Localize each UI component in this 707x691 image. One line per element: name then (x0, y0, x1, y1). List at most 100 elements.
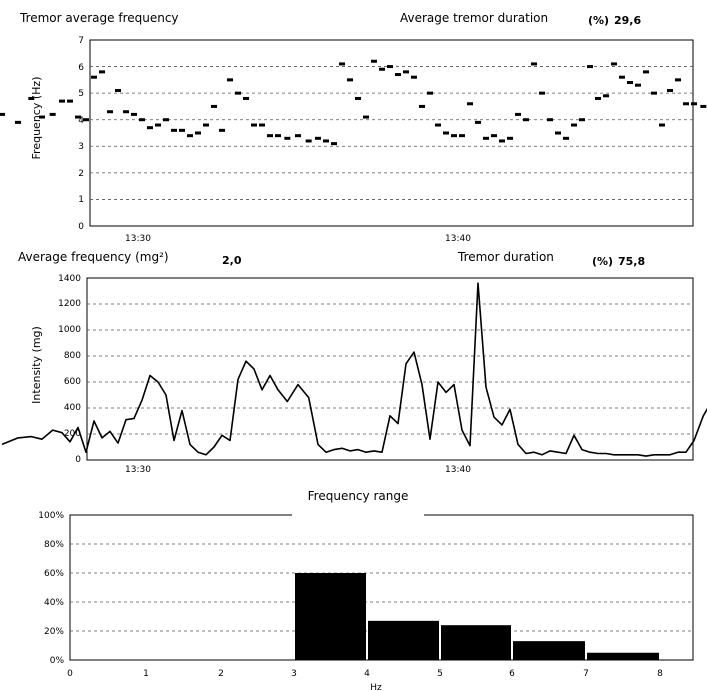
frequency-range-x-ticks: 0 1 2 3 4 5 6 7 8 (67, 669, 663, 679)
frequency-point (547, 118, 553, 122)
frequency-point (323, 139, 329, 143)
intensity-chart-ylabel: Intensity (mg) (30, 326, 43, 404)
frequency-ytick: 0 (78, 222, 84, 232)
intensity-chart-title-value: 2,0 (222, 254, 242, 267)
frequency-point (683, 102, 689, 106)
frequency-point (59, 99, 65, 103)
frequency-range-chart: Frequency range 0% 20% 40% 60% 80% 1 00% … (38, 486, 694, 691)
frequency-point (243, 96, 249, 100)
frequency-point (475, 120, 481, 124)
frequency-point (635, 83, 641, 87)
frequency-point (595, 96, 601, 100)
intensity-xtick: 13:30 (125, 465, 151, 475)
frequency-point (403, 70, 409, 74)
frequency-point (563, 136, 569, 140)
frequency-point (39, 115, 45, 119)
frequency-point (315, 136, 321, 140)
frequency-point (131, 112, 137, 116)
frequency-point (667, 88, 673, 92)
frequency-point (347, 78, 353, 82)
frequency-point (395, 73, 401, 77)
frequency-point (691, 102, 697, 106)
frequency-point (571, 123, 577, 127)
intensity-grid (87, 303, 693, 435)
frequency-range-xtick: 3 (291, 669, 297, 679)
intensity-chart-duration-label: Tremor duration (457, 250, 554, 264)
intensity-chart-duration-value: 75,8 (618, 255, 645, 268)
frequency-point (659, 123, 665, 127)
frequency-range-bars (295, 573, 659, 660)
frequency-point (235, 91, 241, 95)
frequency-point (371, 59, 377, 63)
frequency-point (435, 123, 441, 127)
frequency-plot-area (89, 39, 694, 227)
frequency-point (491, 134, 497, 138)
frequency-point (147, 126, 153, 130)
frequency-point (83, 118, 89, 122)
frequency-point (427, 91, 433, 95)
frequency-point (579, 118, 585, 122)
frequency-chart-title: Tremor average frequency (19, 11, 179, 25)
frequency-ytick: 4 (78, 116, 84, 126)
intensity-ytick: 1000 (58, 325, 81, 335)
frequency-point (75, 115, 81, 119)
frequency-point (355, 96, 361, 100)
intensity-ytick: 1200 (58, 299, 81, 309)
frequency-ytick: 5 (78, 89, 84, 99)
frequency-range-ytick: 60% (44, 569, 64, 579)
frequency-point (123, 110, 129, 114)
frequency-point (523, 118, 529, 122)
frequency-point (67, 99, 73, 103)
frequency-point (28, 96, 35, 100)
frequency-range-xtick: 5 (437, 669, 443, 679)
intensity-ytick: 0 (75, 455, 81, 465)
frequency-point (99, 70, 105, 74)
frequency-point (483, 136, 489, 140)
frequency-range-bar (441, 625, 511, 660)
frequency-range-bar (295, 573, 366, 660)
frequency-range-bar (587, 652, 659, 660)
frequency-points (0, 59, 707, 146)
frequency-chart-duration-value: 29,6 (614, 14, 641, 27)
frequency-point (275, 134, 281, 138)
frequency-point (267, 134, 273, 138)
frequency-range-bar (368, 620, 439, 660)
frequency-range-ytick: 20% (44, 627, 64, 637)
frequency-ytick: 6 (78, 63, 84, 73)
frequency-range-title-box (292, 486, 424, 519)
frequency-range-grid (70, 543, 693, 632)
frequency-point (411, 75, 417, 79)
frequency-point (171, 128, 177, 132)
frequency-point (339, 62, 345, 66)
intensity-ytick: 400 (64, 403, 81, 413)
frequency-xtick: 13:30 (125, 234, 151, 244)
frequency-range-xtick: 8 (657, 669, 663, 679)
intensity-chart-duration-unit: (%) (592, 255, 613, 268)
frequency-x-ticks: 13:30 13:40 (125, 234, 471, 244)
intensity-x-ticks: 13:30 13:40 (125, 465, 471, 475)
frequency-point (619, 75, 625, 79)
frequency-point (443, 131, 449, 135)
frequency-point (651, 91, 657, 95)
intensity-y-ticks: 0 200 400 600 800 1000 1200 1400 (58, 274, 81, 465)
frequency-point (643, 70, 649, 74)
intensity-ytick: 800 (64, 351, 81, 361)
frequency-range-xtick: 0 (67, 669, 73, 679)
frequency-point (211, 104, 217, 108)
frequency-point (251, 123, 257, 127)
frequency-point (611, 62, 617, 66)
intensity-plot-area (86, 277, 694, 461)
frequency-point (195, 131, 201, 135)
frequency-point (179, 128, 185, 132)
frequency-point (163, 118, 169, 122)
frequency-range-xtick: 7 (583, 669, 589, 679)
frequency-point (459, 134, 465, 138)
frequency-range-ytick: 0% (50, 656, 65, 666)
frequency-point (515, 112, 521, 116)
intensity-ytick: 600 (64, 377, 81, 387)
frequency-point (139, 118, 145, 122)
frequency-point (227, 78, 233, 82)
frequency-range-ytick: 80% (44, 540, 64, 550)
frequency-point (499, 139, 505, 143)
